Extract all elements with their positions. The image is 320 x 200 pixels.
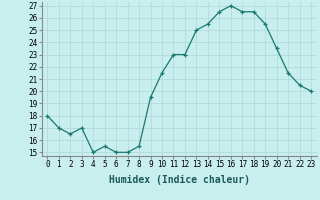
X-axis label: Humidex (Indice chaleur): Humidex (Indice chaleur) [109, 175, 250, 185]
